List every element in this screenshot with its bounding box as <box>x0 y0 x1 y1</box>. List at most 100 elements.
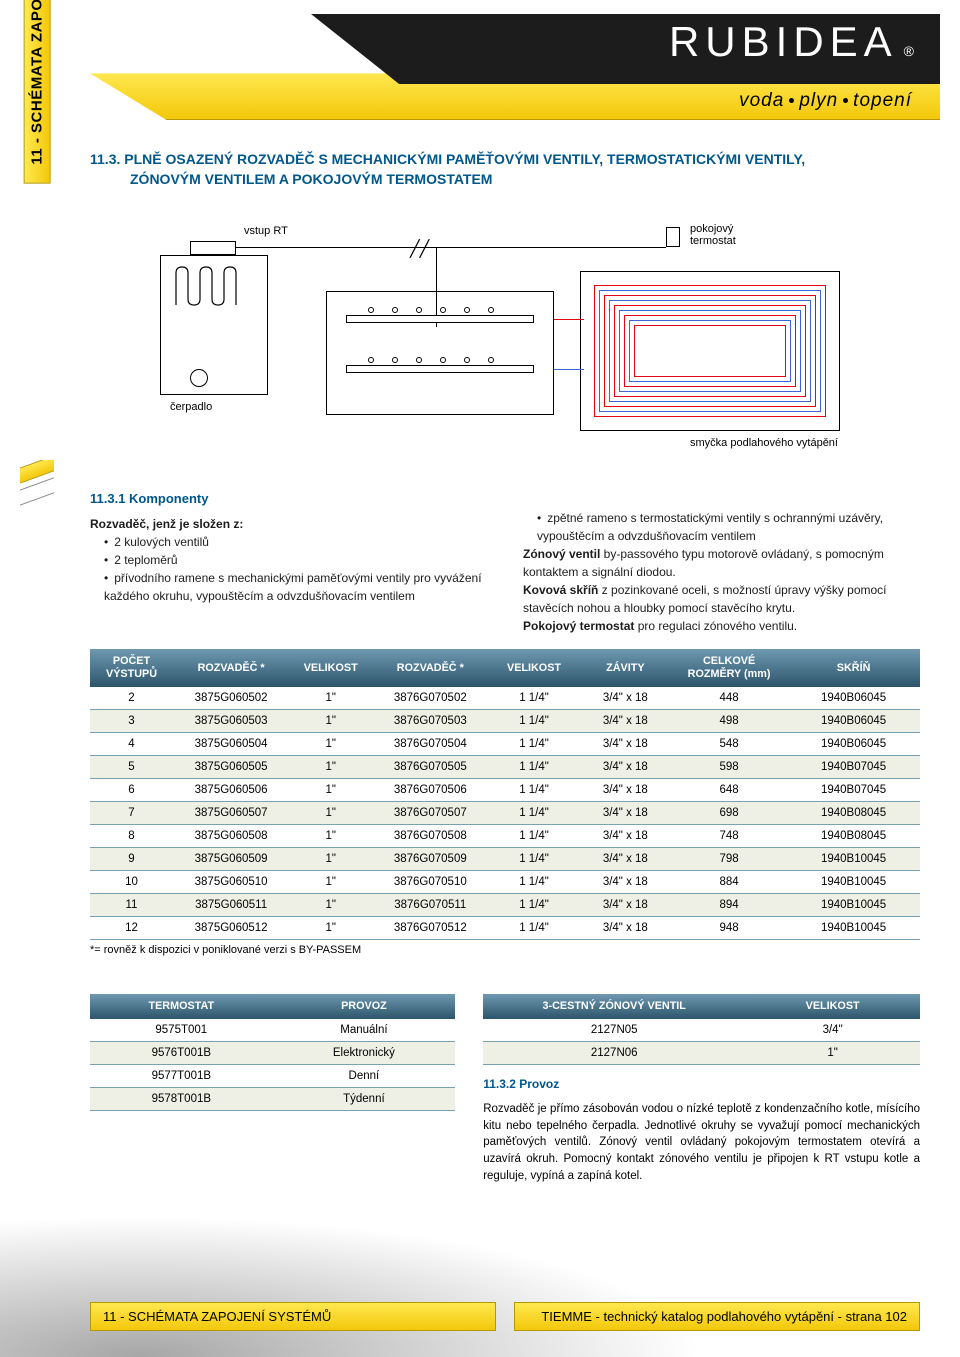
table-cell: 9577T001B <box>90 1065 273 1088</box>
table-cell: 598 <box>671 756 787 779</box>
table-cell: 9576T001B <box>90 1042 273 1065</box>
table-cell: 498 <box>671 710 787 733</box>
table-cell: 3875G060510 <box>173 871 289 894</box>
table-cell: 3/4" x 18 <box>580 779 671 802</box>
table-cell: 3/4" x 18 <box>580 825 671 848</box>
table-cell: 1940B06045 <box>787 733 920 756</box>
schematic-thermostat-box <box>666 227 680 247</box>
table-cell: 3875G060506 <box>173 779 289 802</box>
components-left-list: 2 kulových ventilů 2 teploměrů přívodníh… <box>90 533 487 605</box>
components-left: 11.3.1 Komponenty Rozvaděč, jenž je slož… <box>90 489 487 635</box>
top-banner: RUBIDEA ® vodaplyntopení <box>90 14 940 120</box>
wiring-schematic: vstup RT čerpadlo ╱╱ pokojový termostat <box>150 199 920 469</box>
list-item: 2 kulových ventilů <box>104 533 487 551</box>
table-cell: 3/4" x 18 <box>580 710 671 733</box>
table-cell: 1940B07045 <box>787 756 920 779</box>
table-row: 83875G0605081"3876G0705081 1/4"3/4" x 18… <box>90 825 920 848</box>
table-cell: 1940B06045 <box>787 710 920 733</box>
zone-valve-table: 3-CESTNÝ ZÓNOVÝ VENTILVELIKOST2127N053/4… <box>483 994 920 1065</box>
section-heading: 11.3. PLNĚ OSAZENÝ ROZVADĚČ S MECHANICKÝ… <box>90 150 920 189</box>
table-row: 93875G0605091"3876G0705091 1/4"3/4" x 18… <box>90 848 920 871</box>
table-cell: 3875G060504 <box>173 733 289 756</box>
components-right: zpětné rameno s termostatickými ventily … <box>523 489 920 635</box>
table-row: 73875G0605071"3876G0705071 1/4"3/4" x 18… <box>90 802 920 825</box>
schematic-label: čerpadlo <box>170 401 212 413</box>
table-cell: 1" <box>745 1042 920 1065</box>
table-cell: 1940B06045 <box>787 687 920 710</box>
table-cell: 1" <box>289 917 372 940</box>
table-row: 43875G0605041"3876G0705041 1/4"3/4" x 18… <box>90 733 920 756</box>
table-cell: 1 1/4" <box>488 733 579 756</box>
schematic-label: smyčka podlahového vytápění <box>690 437 838 449</box>
table-cell: 7 <box>90 802 173 825</box>
table-cell: 3876G070505 <box>372 756 488 779</box>
table-cell: Elektronický <box>273 1042 456 1065</box>
table-cell: 5 <box>90 756 173 779</box>
table-cell: 894 <box>671 894 787 917</box>
zone-valve-block: 3-CESTNÝ ZÓNOVÝ VENTILVELIKOST2127N053/4… <box>483 980 920 1184</box>
table-cell: 1940B10045 <box>787 848 920 871</box>
table-cell: 8 <box>90 825 173 848</box>
table-cell: 3876G070506 <box>372 779 488 802</box>
table-cell: 1 1/4" <box>488 825 579 848</box>
table-header: ZÁVITY <box>580 649 671 687</box>
content-area: 11.3. PLNĚ OSAZENÝ ROZVADĚČ S MECHANICKÝ… <box>90 150 920 1184</box>
heading-line2: ZÓNOVÝM VENTILEM A POKOJOVÝM TERMOSTATEM <box>90 170 920 190</box>
schematic-label: vstup RT <box>244 225 288 237</box>
table-header: VELIKOST <box>289 649 372 687</box>
main-table: POČET VÝSTUPŮROZVADĚČ *VELIKOSTROZVADĚČ … <box>90 649 920 940</box>
table-cell: 10 <box>90 871 173 894</box>
table-cell: Týdenní <box>273 1088 456 1111</box>
table-cell: 3/4" x 18 <box>580 848 671 871</box>
table-cell: 9 <box>90 848 173 871</box>
table-cell: 9575T001 <box>90 1019 273 1042</box>
table-header: PROVOZ <box>273 994 456 1019</box>
table-cell: 3875G060503 <box>173 710 289 733</box>
table-row: 2127N053/4" <box>483 1019 920 1042</box>
table-cell: 3875G060505 <box>173 756 289 779</box>
subsection-heading: 11.3.1 Komponenty <box>90 489 487 509</box>
table-cell: 698 <box>671 802 787 825</box>
table-cell: 3/4" x 18 <box>580 687 671 710</box>
table-cell: 1" <box>289 802 372 825</box>
table-cell: 6 <box>90 779 173 802</box>
table-cell: 9578T001B <box>90 1088 273 1111</box>
schematic-break-icon: ╱╱ <box>410 239 429 259</box>
table-header: ROZVADĚČ * <box>173 649 289 687</box>
table-header: 3-CESTNÝ ZÓNOVÝ VENTIL <box>483 994 745 1019</box>
table-cell: 2127N06 <box>483 1042 745 1065</box>
table-row: 9576T001BElektronický <box>90 1042 455 1065</box>
tagline-part: plyn <box>799 90 838 111</box>
table-cell: 1" <box>289 871 372 894</box>
table-cell: 1940B08045 <box>787 825 920 848</box>
table-cell: 548 <box>671 733 787 756</box>
table-row: 2127N061" <box>483 1042 920 1065</box>
table-header: TERMOSTAT <box>90 994 273 1019</box>
table-row: 33875G0605031"3876G0705031 1/4"3/4" x 18… <box>90 710 920 733</box>
table-cell: 3/4" x 18 <box>580 802 671 825</box>
table-cell: 1940B07045 <box>787 779 920 802</box>
table-row: 113875G0605111"3876G0705111 1/4"3/4" x 1… <box>90 894 920 917</box>
table-cell: 12 <box>90 917 173 940</box>
table-header: POČET VÝSTUPŮ <box>90 649 173 687</box>
brand-logo: RUBIDEA ® <box>669 18 914 66</box>
footer-right: TIEMME - technický katalog podlahového v… <box>514 1302 920 1331</box>
table-cell: 1 1/4" <box>488 894 579 917</box>
list-item: 2 teploměrů <box>104 551 487 569</box>
table-cell: 448 <box>671 687 787 710</box>
tagline-part: voda <box>739 90 784 111</box>
table-cell: 3875G060507 <box>173 802 289 825</box>
table-row: 63875G0605061"3876G0705061 1/4"3/4" x 18… <box>90 779 920 802</box>
table-cell: 3/4" x 18 <box>580 871 671 894</box>
table-cell: 3875G060512 <box>173 917 289 940</box>
table-row: 9575T001Manuální <box>90 1019 455 1042</box>
thermostat-table: TERMOSTATPROVOZ9575T001Manuální9576T001B… <box>90 994 455 1111</box>
table-cell: 3875G060502 <box>173 687 289 710</box>
table-cell: 3876G070504 <box>372 733 488 756</box>
table-cell: 1 1/4" <box>488 871 579 894</box>
schematic-manifold-rail <box>346 365 534 373</box>
table-cell: 748 <box>671 825 787 848</box>
schematic-manifold-rail <box>346 315 534 323</box>
table-cell: 3876G070512 <box>372 917 488 940</box>
table-cell: 3876G070509 <box>372 848 488 871</box>
